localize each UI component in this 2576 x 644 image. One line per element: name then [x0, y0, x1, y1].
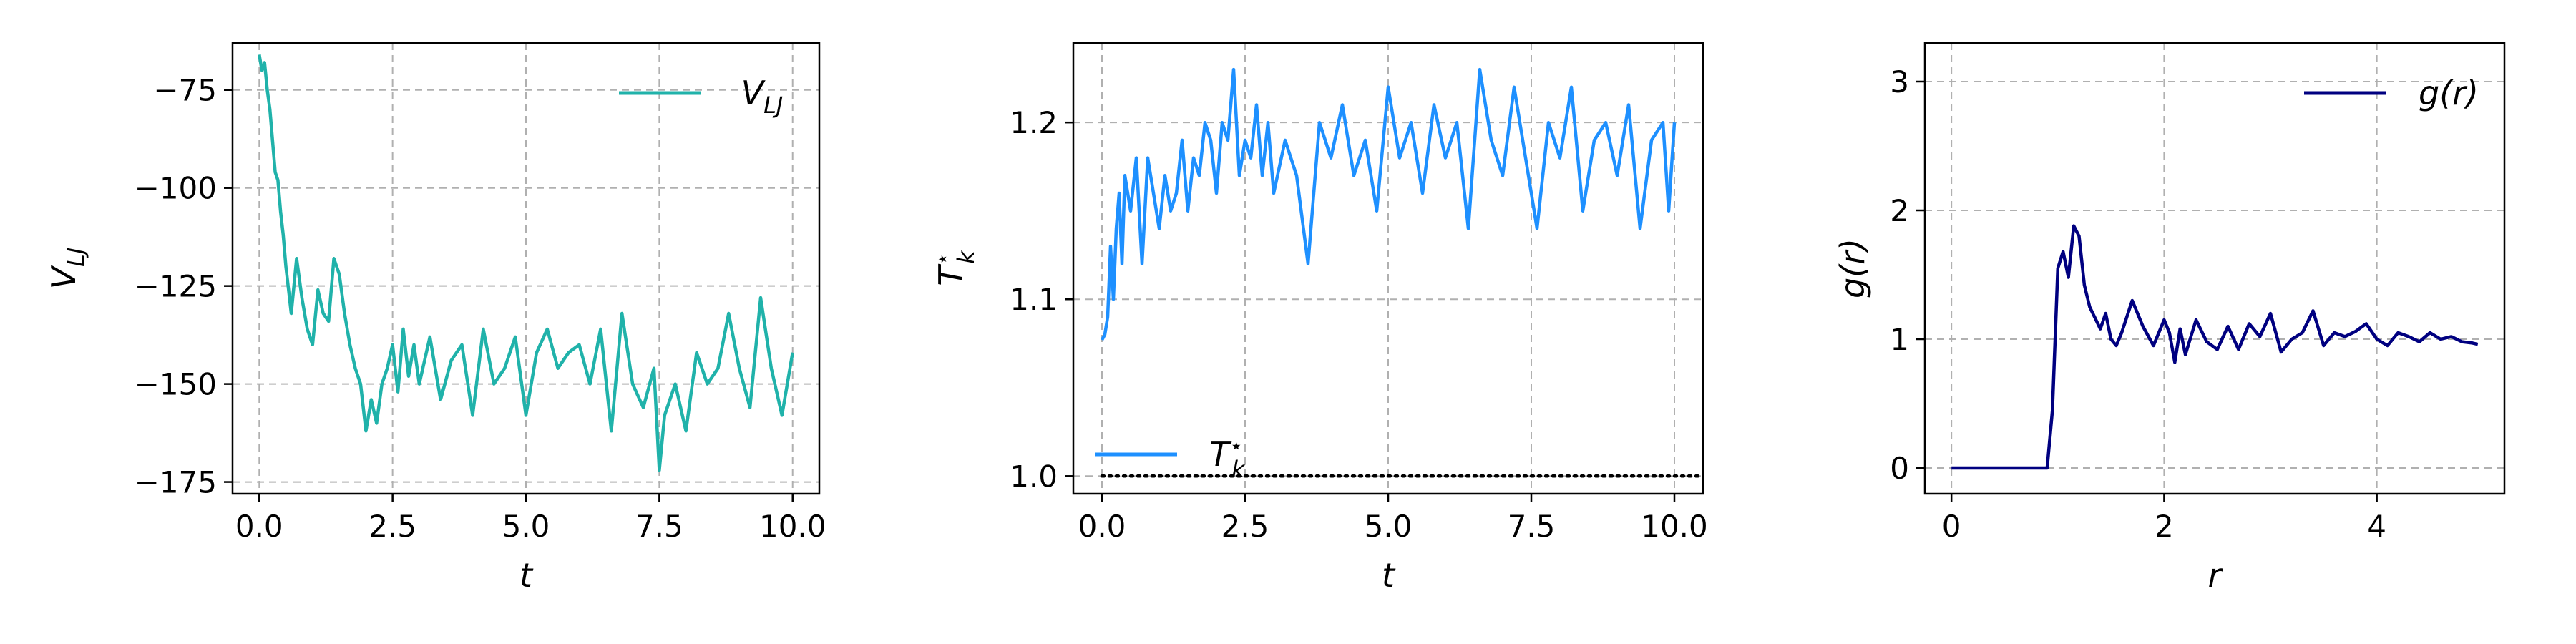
- y-tick-label: 2: [1890, 193, 1909, 228]
- x-axis-label: t: [519, 556, 534, 595]
- y-tick-label: 1.0: [1010, 459, 1058, 494]
- y-tick-label: −150: [135, 367, 217, 402]
- y-tick-label: 1.2: [1010, 105, 1058, 140]
- series-line: [1101, 67, 1677, 341]
- series-line: [258, 54, 794, 472]
- x-tick-label: 7.5: [635, 509, 683, 544]
- x-tick-label: 2.5: [369, 509, 416, 544]
- x-tick-label: 0: [1942, 509, 1961, 544]
- x-tick-label: 4: [2367, 509, 2386, 544]
- x-tick-label: 0.0: [1078, 509, 1126, 544]
- y-tick-label: 1: [1890, 322, 1909, 357]
- legend-label: T⋆ k: [1209, 434, 1246, 483]
- y-axis-label: VLJ: [44, 248, 89, 290]
- chart-potential-energy: 0.0 2.5 5.0 7.5 10.0 −175 −150 −125 −100 −75 t VLJ V…: [44, 42, 826, 595]
- legend-label: g(r): [2419, 74, 2479, 112]
- y-tick-label: 1.1: [1010, 282, 1058, 317]
- x-tick-label: 2.5: [1221, 509, 1269, 544]
- y-tick-label: −125: [135, 269, 217, 304]
- x-tick-label: 0.0: [235, 509, 283, 544]
- plot-frame: [1923, 42, 2506, 495]
- y-tick-label: 3: [1890, 64, 1909, 99]
- x-tick-label: 2: [2155, 509, 2174, 544]
- x-tick-label: 5.0: [502, 509, 550, 544]
- legend-label: VLJ: [741, 74, 784, 119]
- x-axis-label: r: [2208, 556, 2224, 595]
- x-tick-label: 7.5: [1508, 509, 1556, 544]
- y-tick-label: 0: [1890, 451, 1909, 486]
- y-tick-label: −175: [135, 465, 217, 500]
- y-tick-label: −100: [135, 171, 217, 206]
- series-line: [1951, 224, 2479, 470]
- x-tick-label: 5.0: [1365, 509, 1413, 544]
- chart-radial-distribution: 0 2 4 0 1 2 3 r g(r) g(r): [1833, 42, 2506, 595]
- x-tick-label: 10.0: [1641, 509, 1708, 544]
- x-axis-label: t: [1382, 556, 1396, 595]
- y-tick-label: −75: [153, 73, 217, 108]
- chart-kinetic-temperature: 0.0 2.5 5.0 7.5 10.0 1.0 1.1 1.2 t T⋆k T⋆ k: [930, 42, 1708, 595]
- y-axis-label: g(r): [1833, 238, 1872, 298]
- y-axis-label: T⋆k: [930, 250, 980, 286]
- x-tick-label: 10.0: [759, 509, 826, 544]
